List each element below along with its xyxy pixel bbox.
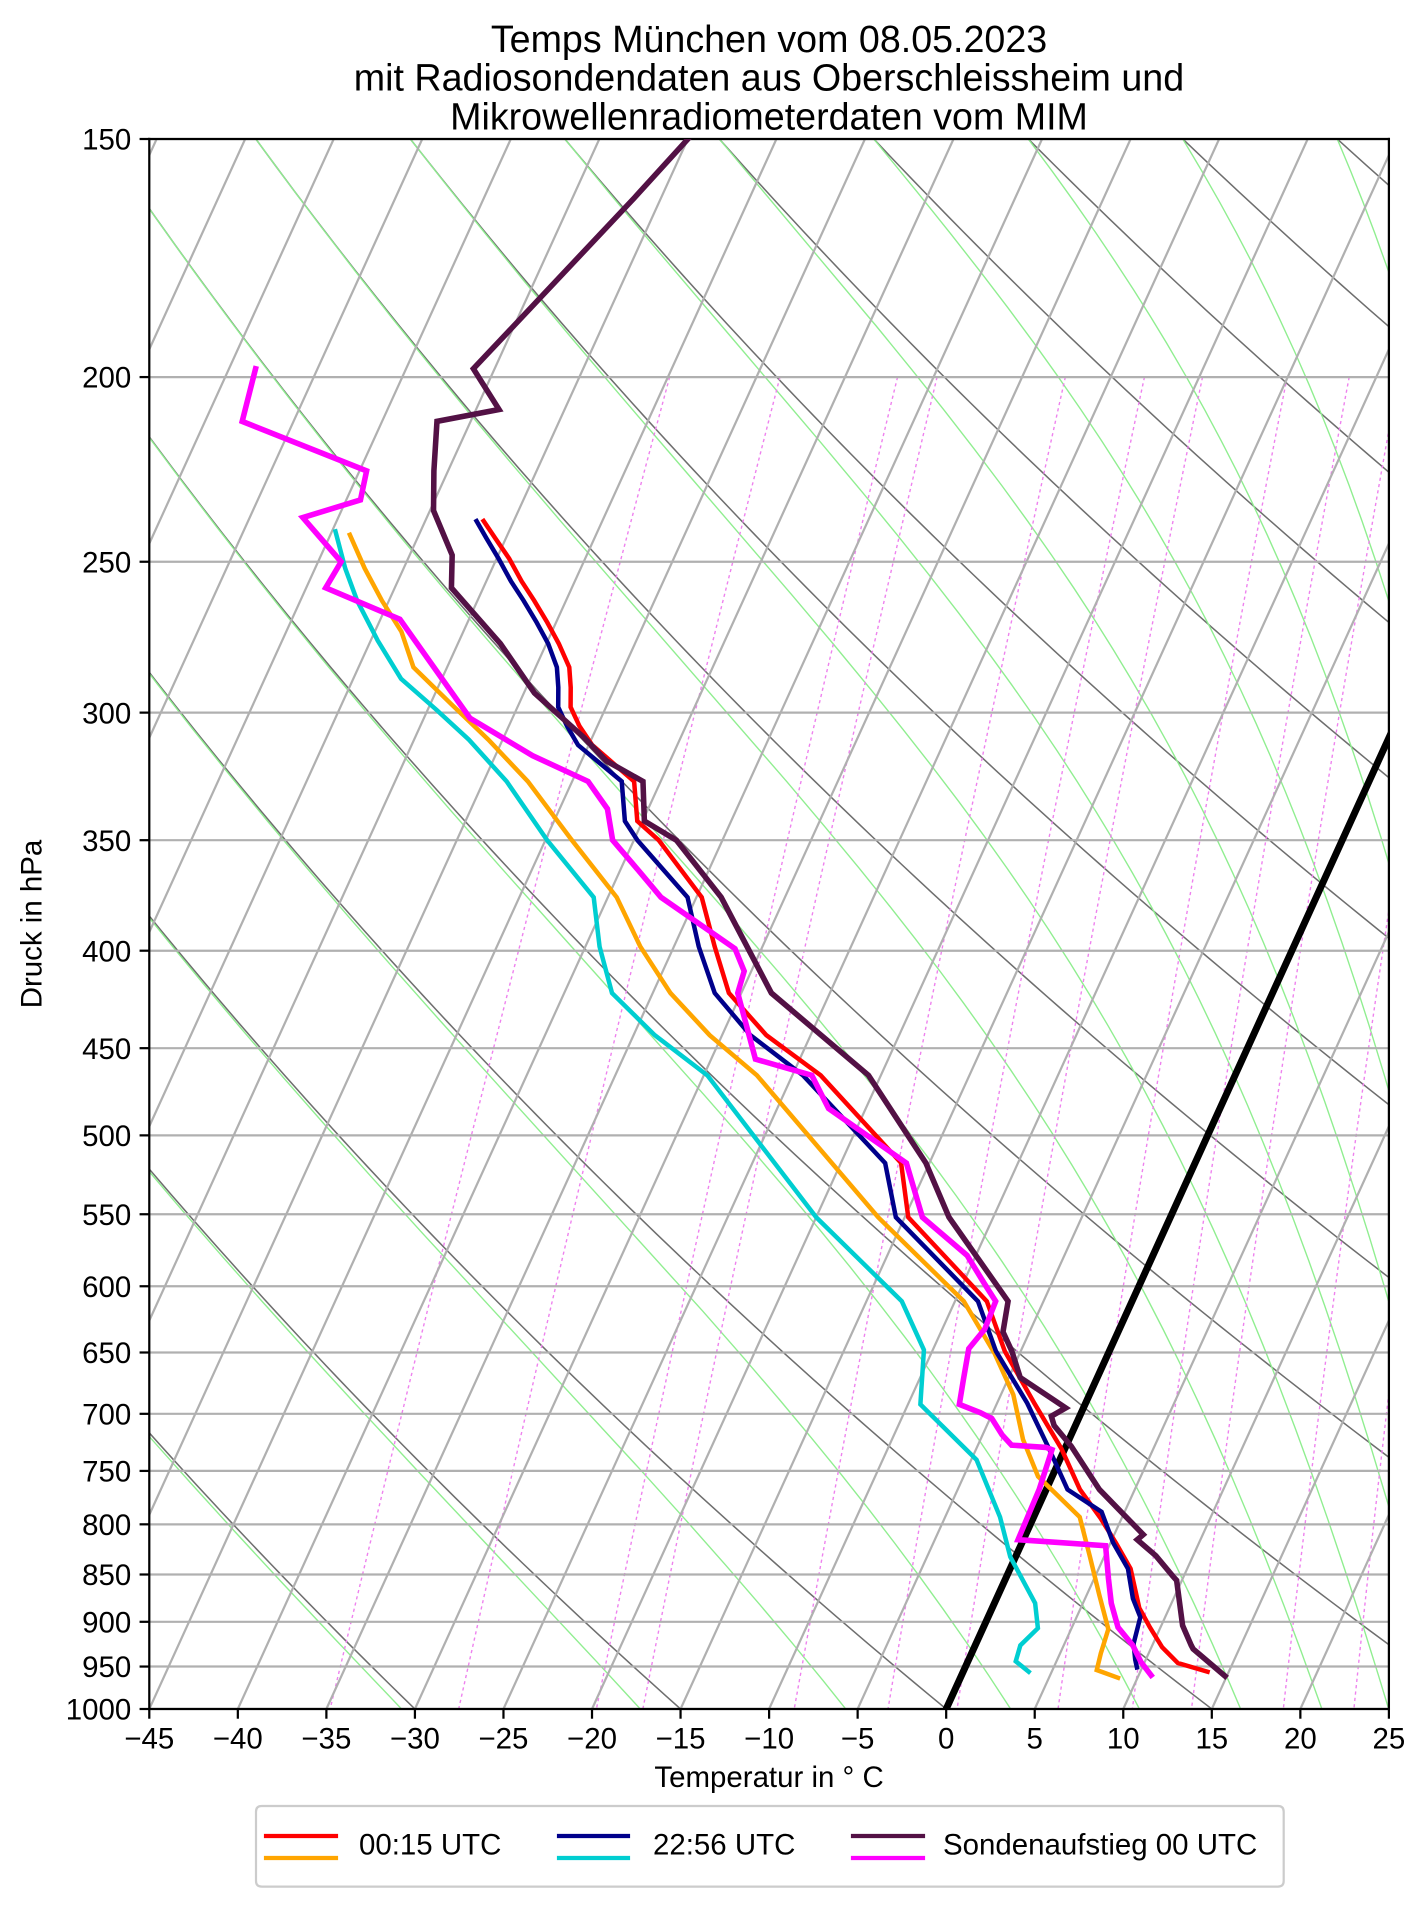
svg-text:300: 300 [82,697,131,730]
svg-text:−10: −10 [744,1722,794,1755]
svg-text:Mikrowellenradiometerdaten vom: Mikrowellenradiometerdaten vom MIM [450,95,1088,137]
svg-text:900: 900 [82,1606,131,1639]
svg-text:Temperatur in ° C: Temperatur in ° C [654,1761,883,1794]
svg-text:−25: −25 [478,1722,528,1755]
svg-text:200: 200 [82,362,131,395]
svg-text:800: 800 [82,1509,131,1542]
svg-text:700: 700 [82,1398,131,1431]
svg-text:−5: −5 [841,1722,875,1755]
svg-text:−45: −45 [124,1722,174,1755]
svg-text:600: 600 [82,1271,131,1304]
svg-text:550: 550 [82,1199,131,1232]
svg-text:Sondenaufstieg 00 UTC: Sondenaufstieg 00 UTC [943,1829,1257,1862]
svg-text:850: 850 [82,1559,131,1592]
svg-text:Temps München vom 08.05.2023: Temps München vom 08.05.2023 [491,18,1047,60]
svg-text:15: 15 [1195,1722,1228,1755]
svg-text:00:15 UTC: 00:15 UTC [359,1829,501,1862]
svg-text:650: 650 [82,1337,131,1370]
svg-text:20: 20 [1284,1722,1317,1755]
svg-text:1000: 1000 [66,1694,132,1727]
svg-text:25: 25 [1373,1722,1406,1755]
svg-text:0: 0 [938,1722,954,1755]
svg-text:250: 250 [82,546,131,579]
svg-text:22:56 UTC: 22:56 UTC [653,1829,795,1862]
svg-text:5: 5 [1027,1722,1043,1755]
svg-text:mit Radiosondendaten aus Obers: mit Radiosondendaten aus Oberschleisshei… [354,57,1184,99]
svg-text:−30: −30 [390,1722,440,1755]
svg-text:−15: −15 [656,1722,706,1755]
svg-text:500: 500 [82,1120,131,1153]
svg-text:950: 950 [82,1651,131,1684]
svg-text:350: 350 [82,825,131,858]
svg-text:150: 150 [82,124,131,157]
svg-text:400: 400 [82,935,131,968]
svg-text:−20: −20 [567,1722,617,1755]
svg-text:−35: −35 [301,1722,351,1755]
svg-text:750: 750 [82,1456,131,1489]
svg-text:Druck in hPa: Druck in hPa [16,839,49,1008]
svg-text:−40: −40 [213,1722,263,1755]
svg-text:450: 450 [82,1033,131,1066]
svg-text:10: 10 [1107,1722,1140,1755]
